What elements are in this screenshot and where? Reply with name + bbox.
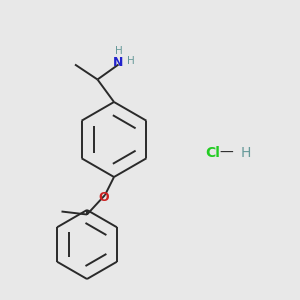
Text: —: — bbox=[220, 146, 233, 160]
Text: H: H bbox=[241, 146, 251, 160]
Text: Cl: Cl bbox=[206, 146, 220, 160]
Text: N: N bbox=[113, 56, 124, 70]
Text: H: H bbox=[115, 46, 122, 56]
Text: H: H bbox=[127, 56, 135, 67]
Text: O: O bbox=[98, 191, 109, 204]
